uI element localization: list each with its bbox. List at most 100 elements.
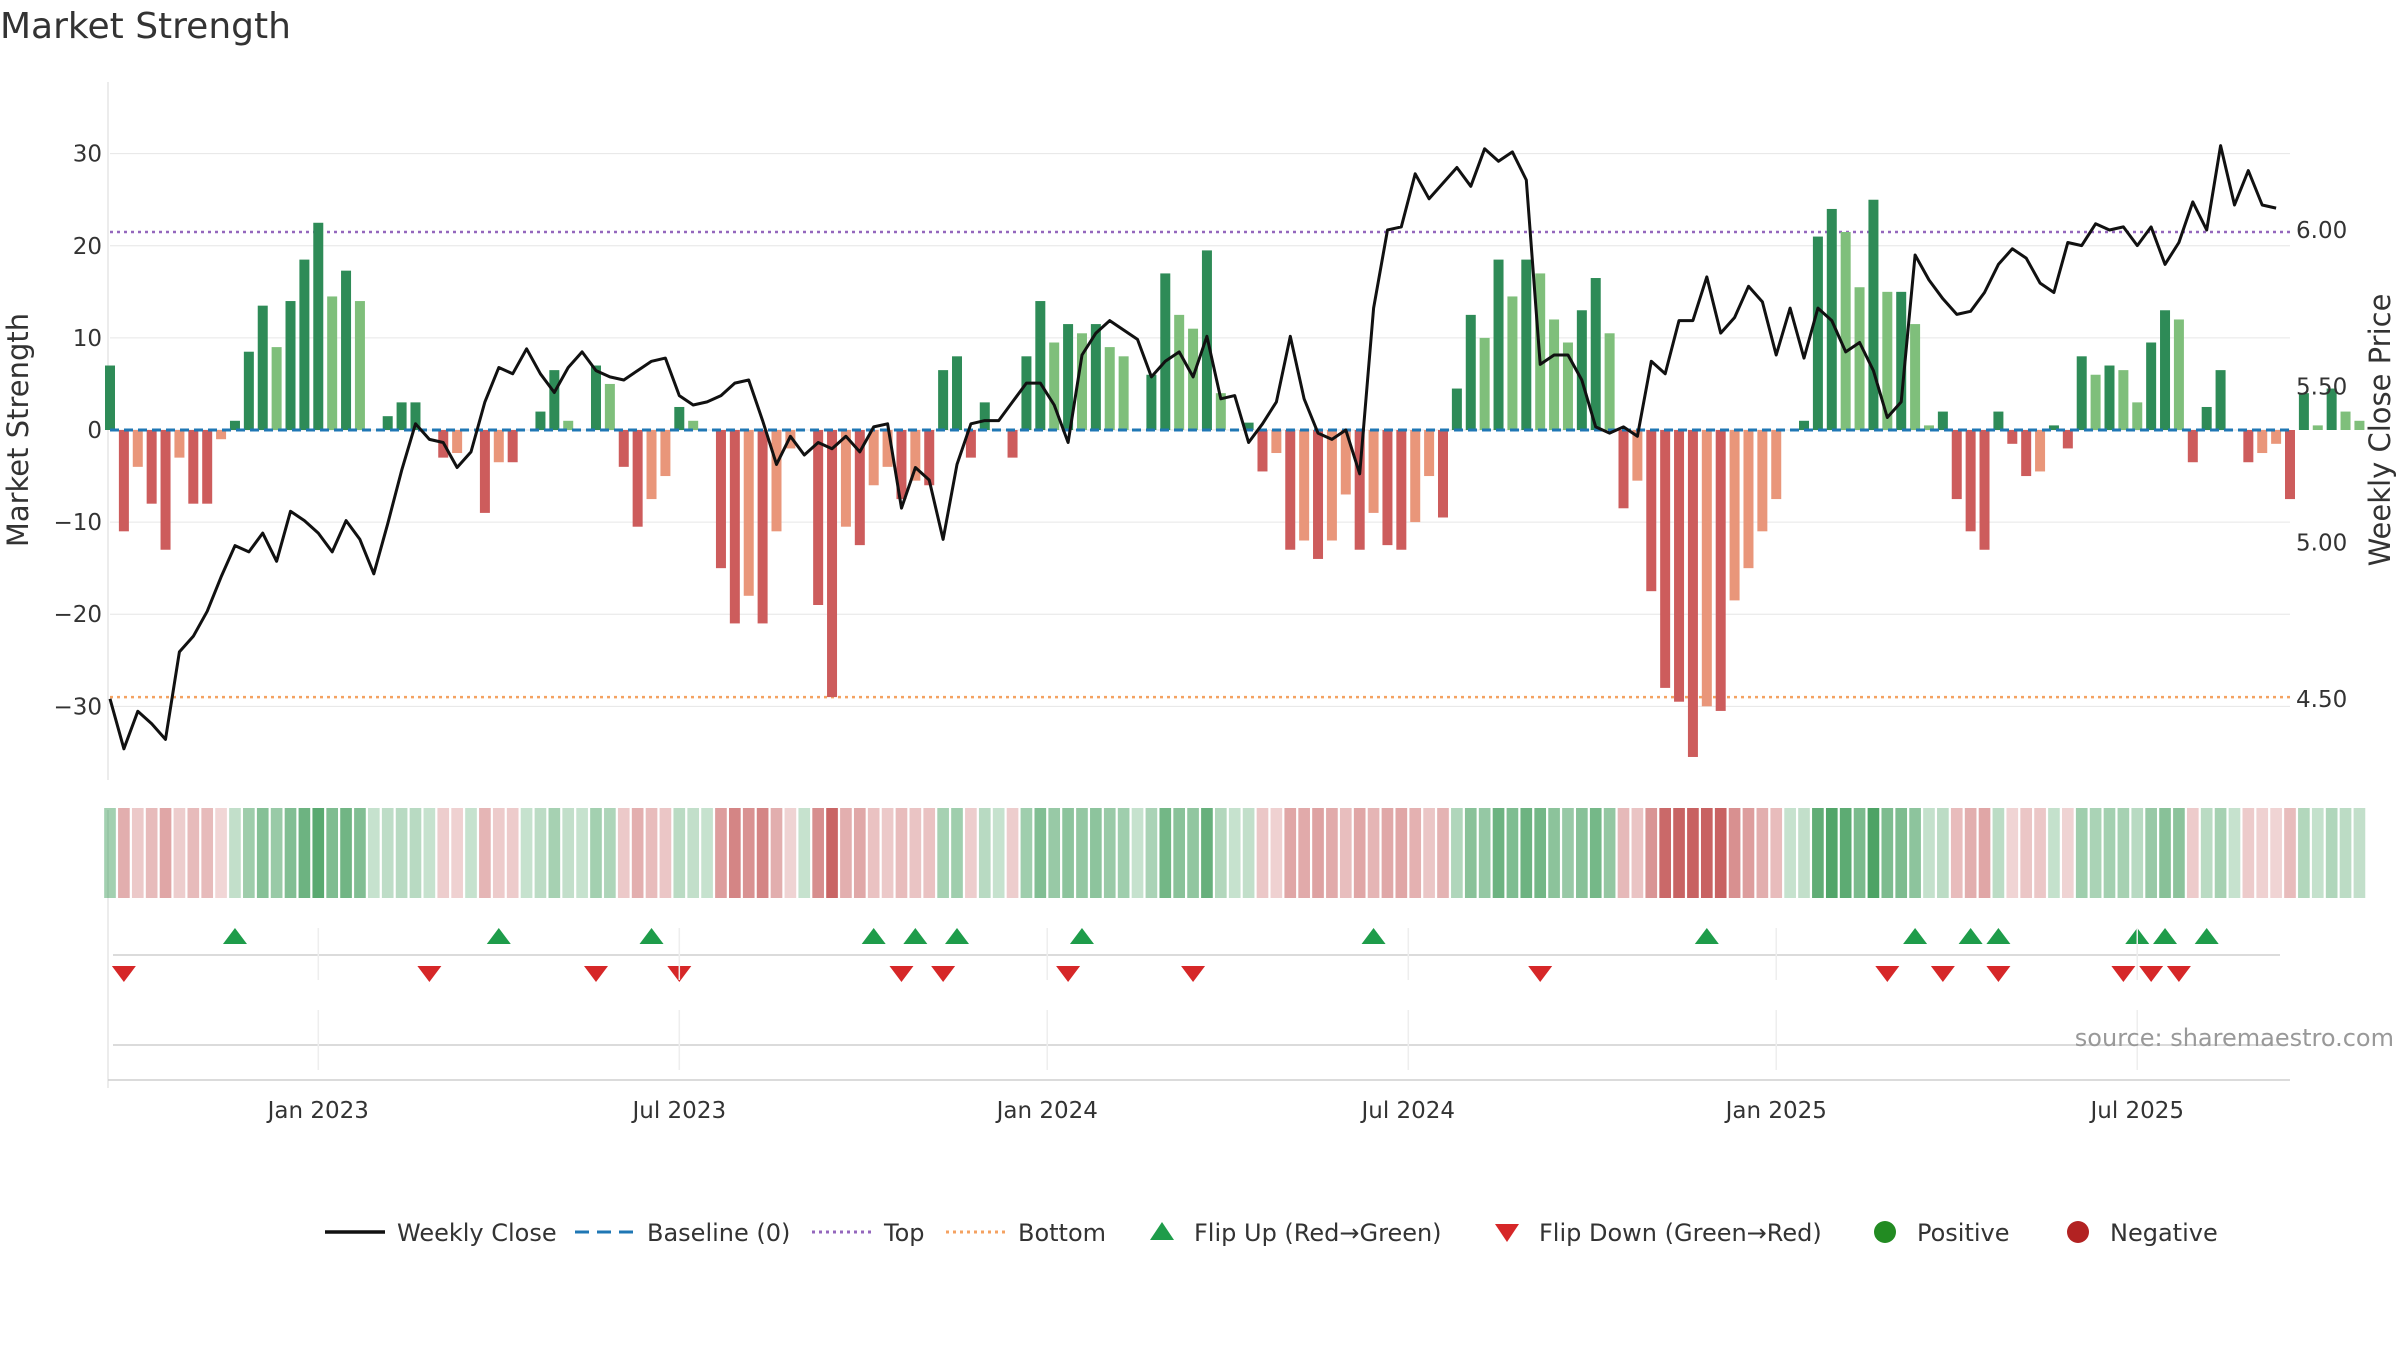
left-y-axis: 30 20 10 0 −10 −20 −30: [53, 142, 102, 721]
flip-down-marker: [2166, 966, 2191, 982]
strength-bar: [1687, 430, 1698, 757]
heat-cell: [2270, 808, 2282, 898]
strength-bar: [938, 370, 949, 430]
strength-bar: [1646, 430, 1657, 592]
flip-down-marker: [1986, 966, 2011, 982]
heat-cell: [1687, 808, 1699, 898]
strength-bar: [1007, 430, 1018, 458]
strength-bar: [1354, 430, 1365, 550]
heat-cell: [2242, 808, 2255, 898]
flip-down-marker: [1181, 966, 1206, 982]
strength-bar: [2326, 388, 2337, 430]
heat-cell: [812, 808, 824, 898]
heat-cell: [1728, 808, 1741, 898]
strength-bar: [188, 430, 199, 504]
heat-cell: [715, 808, 727, 898]
heat-cell: [256, 808, 269, 898]
left-tick-label: 0: [87, 418, 102, 444]
strength-bar: [313, 222, 324, 430]
heat-cell: [284, 808, 297, 898]
legend: Weekly Close Baseline (0) Top Bottom Flip Up…: [325, 1219, 2218, 1247]
flip-up-marker: [486, 928, 511, 944]
strength-heat-strip: [104, 808, 2366, 898]
heat-cell: [1548, 808, 1560, 898]
strength-bar: [2298, 393, 2309, 430]
heat-cell: [1645, 808, 1658, 898]
strength-bar: [910, 430, 921, 481]
legend-swatch-positive: [1874, 1221, 1896, 1243]
strength-bar: [2160, 310, 2171, 430]
strength-bar: [2118, 370, 2129, 430]
strength-bar: [118, 430, 129, 532]
heat-cell: [1367, 808, 1380, 898]
strength-bar: [1479, 337, 1490, 430]
strength-bar: [2104, 365, 2115, 430]
heat-cell: [881, 808, 894, 898]
strength-bar: [952, 356, 963, 430]
strength-bar: [563, 420, 574, 430]
heat-cell: [173, 808, 186, 898]
heat-cell: [1576, 808, 1588, 898]
strength-bar: [1243, 422, 1254, 430]
strength-bar: [1063, 324, 1074, 430]
legend-swatch-flip-up-red-green-: [1150, 1222, 1174, 1240]
flip-down-marker: [1056, 966, 1081, 982]
heat-cell: [1048, 808, 1061, 898]
flip-down-marker: [2139, 966, 2164, 982]
strength-bar: [1729, 430, 1740, 601]
strength-bar: [2146, 342, 2157, 430]
right-axis-title: Weekly Close Price: [2363, 294, 2397, 567]
heat-cell: [534, 808, 547, 898]
heat-cell: [104, 808, 116, 898]
heat-cell: [1937, 808, 1949, 898]
heat-cell: [1853, 808, 1866, 898]
strength-bar: [813, 430, 824, 605]
flip-up-marker: [2194, 928, 2219, 944]
legend-label: Flip Up (Red→Green): [1194, 1219, 1442, 1247]
strength-bar: [868, 430, 879, 486]
strength-bar: [1715, 430, 1726, 711]
strength-bar: [1549, 319, 1560, 430]
strength-bar: [1090, 324, 1101, 430]
strength-bar: [1410, 430, 1421, 523]
heat-cell: [1201, 808, 1213, 898]
strength-bar: [1299, 430, 1310, 541]
strength-bar: [2048, 425, 2059, 430]
strength-bar: [299, 259, 310, 430]
strength-bar: [1618, 430, 1629, 509]
heat-cell: [1256, 808, 1269, 898]
legend-swatch-flip-down-green-red-: [1495, 1224, 1519, 1242]
x-tick-label: Jul 2024: [1359, 1098, 1455, 1124]
heat-cell: [2173, 808, 2185, 898]
heat-cell: [1034, 808, 1047, 898]
heat-cell: [1770, 808, 1783, 898]
flip-up-marker: [1361, 928, 1386, 944]
flip-markers: [111, 928, 2219, 982]
strength-bar: [1923, 425, 1934, 430]
strength-bar: [729, 430, 740, 624]
x-tick-label: Jan 2024: [995, 1098, 1098, 1124]
strength-bar: [1521, 259, 1532, 430]
left-tick-label: 30: [73, 142, 102, 168]
right-tick-label: 4.50: [2296, 687, 2347, 713]
strength-bar: [827, 430, 838, 698]
strength-bar: [382, 416, 393, 430]
strength-bar: [646, 430, 657, 500]
heat-cell: [243, 808, 255, 898]
right-tick-label: 6.00: [2296, 218, 2347, 244]
heat-cell: [520, 808, 533, 898]
heat-cell: [909, 808, 922, 898]
strength-bar: [590, 365, 601, 430]
heat-cell: [1631, 808, 1644, 898]
heat-cell: [1992, 808, 2005, 898]
source-credit: source: sharemaestro.com: [2075, 1024, 2394, 1052]
right-tick-label: 5.50: [2296, 374, 2347, 400]
heat-cell: [1270, 808, 1283, 898]
strength-bar: [1771, 430, 1782, 500]
strength-bar: [1493, 259, 1504, 430]
strength-bar: [1701, 430, 1712, 707]
strength-bar: [396, 402, 407, 430]
legend-swatch-negative: [2067, 1221, 2089, 1243]
heat-cell: [742, 808, 755, 898]
heat-cell: [1617, 808, 1630, 898]
